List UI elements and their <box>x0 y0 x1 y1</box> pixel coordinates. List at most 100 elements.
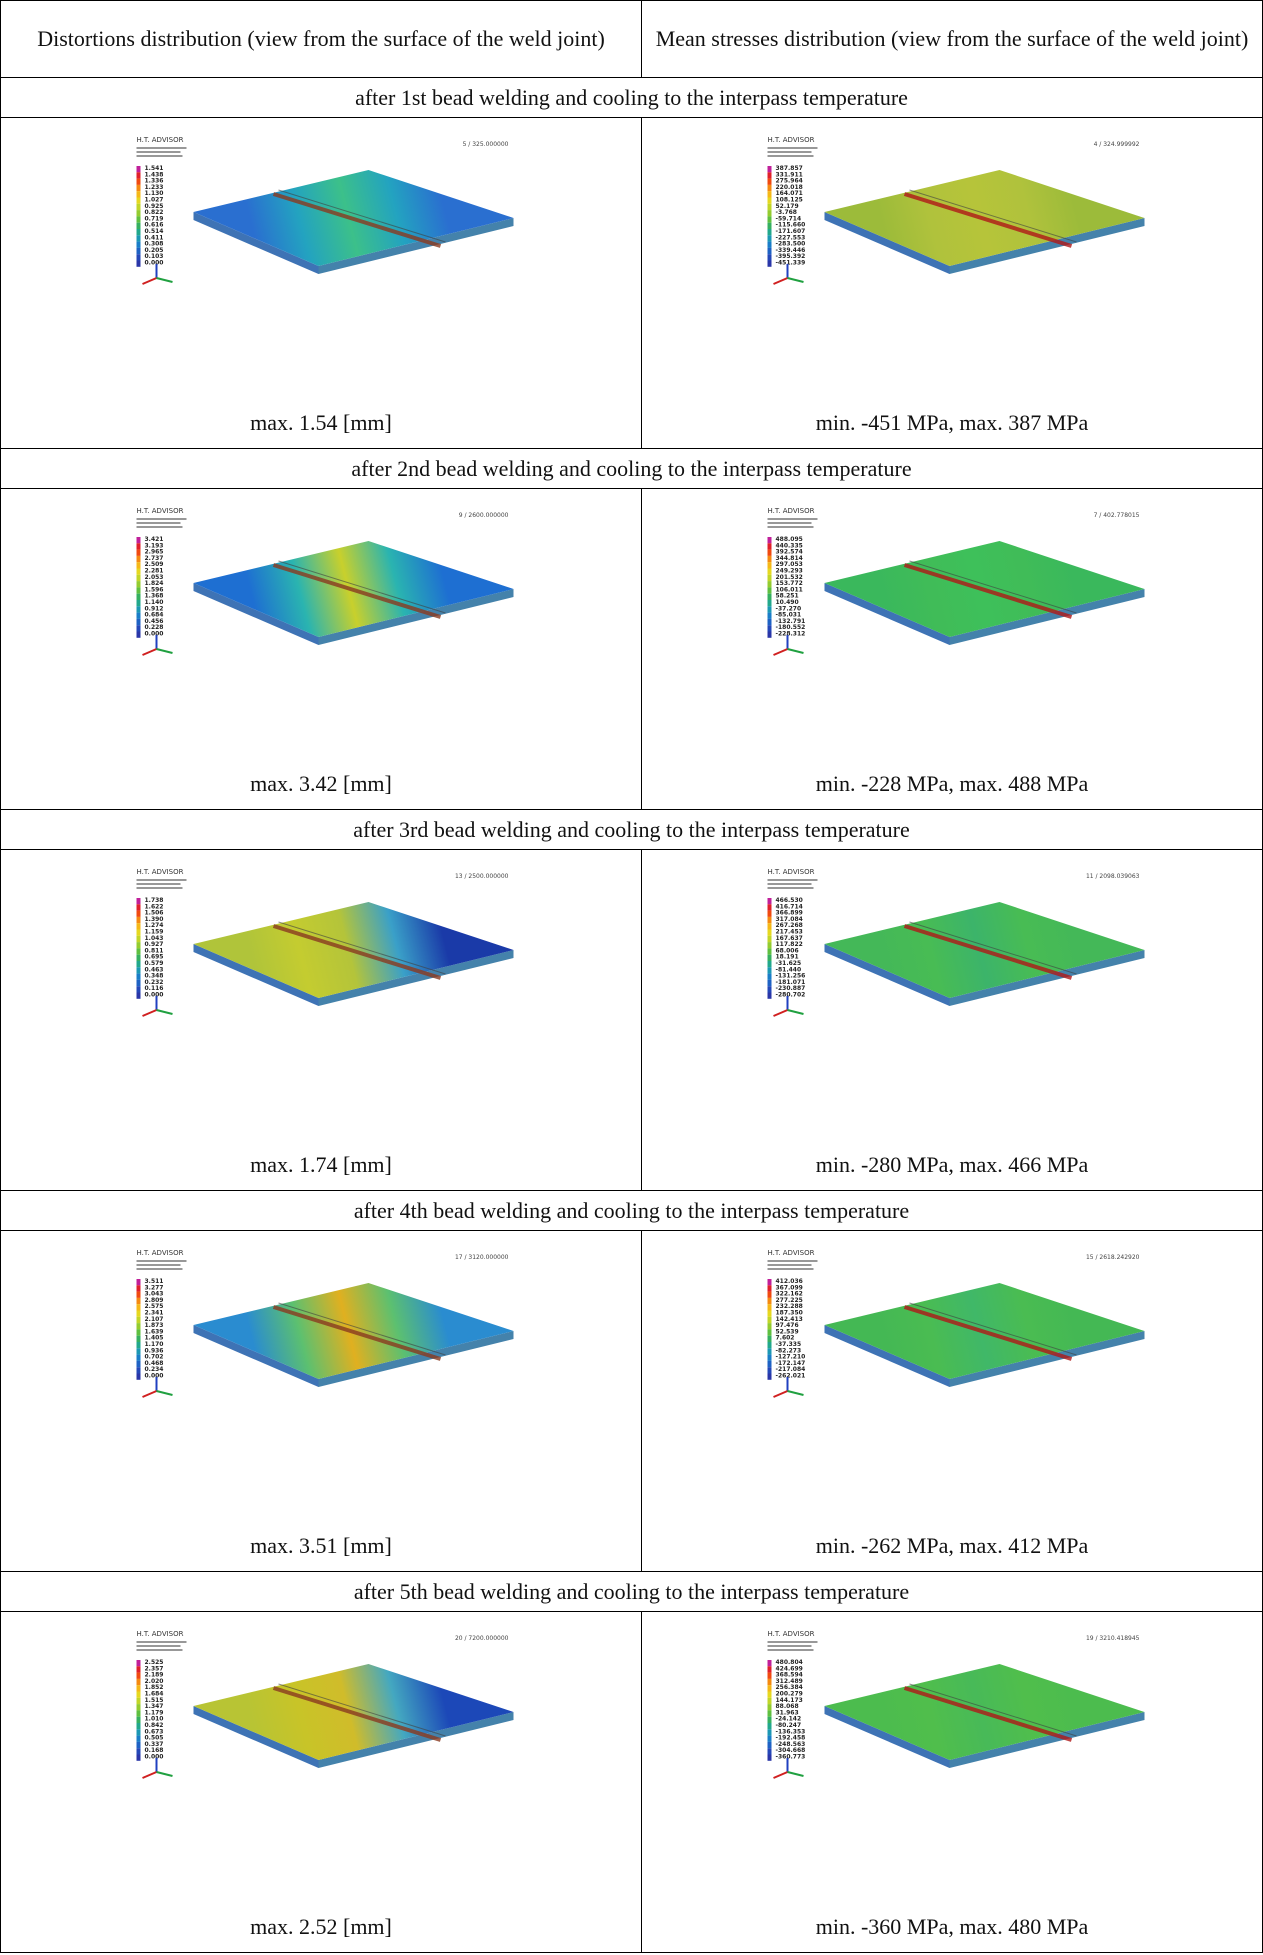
legend-swatch <box>767 600 772 607</box>
legend-value: -136.353 <box>776 1728 806 1735</box>
legend-swatch <box>767 203 772 211</box>
legend-value: 1.873 <box>145 1322 164 1329</box>
legend-value: 3.277 <box>145 1284 164 1291</box>
axis-triad <box>773 996 804 1017</box>
legend-swatch <box>136 229 141 236</box>
image-content: H.T. ADVISOR 9 / 2600.000000 3.4213.1932.9… <box>136 507 514 656</box>
legend-value: 0.000 <box>145 631 164 638</box>
legend-swatch <box>136 929 141 936</box>
legend-value: 0.456 <box>145 618 164 625</box>
legend-swatch <box>767 222 772 229</box>
legend-swatch <box>767 1666 772 1673</box>
legend-swatch <box>767 216 772 223</box>
legend-value: 106.011 <box>776 586 803 593</box>
legend-value: 0.103 <box>145 253 164 260</box>
simulation-image: H.T. ADVISOR 4 / 324.999992 387.857331.911… <box>767 136 1145 285</box>
plate-side <box>824 212 950 274</box>
legend-swatch <box>136 618 141 626</box>
legend-swatch <box>136 1710 141 1717</box>
legend-swatch <box>136 961 141 968</box>
weld-line <box>909 921 1077 975</box>
legend-value: 0.927 <box>145 941 164 948</box>
result-caption: min. -280 MPa, max. 466 MPa <box>815 1151 1089 1177</box>
weld-line <box>903 924 1073 980</box>
plate-side <box>318 950 514 1006</box>
legend-value: 1.140 <box>145 599 164 606</box>
legend-swatch <box>136 555 141 563</box>
legend-swatch <box>767 241 772 248</box>
legend-value: 267.268 <box>776 922 803 929</box>
legend-value: 167.637 <box>776 935 803 942</box>
weld-line <box>272 563 442 619</box>
legend-value: 256.384 <box>776 1684 803 1691</box>
legend-swatch <box>136 1348 141 1355</box>
caption-row: after 5th bead welding and cooling to th… <box>0 1571 1263 1612</box>
legend-value: 317.084 <box>776 916 803 923</box>
legend-swatch <box>136 967 141 974</box>
weld-line <box>278 1683 446 1737</box>
result-caption: max. 1.54 [mm] <box>250 409 392 435</box>
legend-swatch <box>767 1360 772 1368</box>
program-label: H.T. ADVISOR <box>137 868 184 876</box>
legend-swatch <box>136 537 141 544</box>
legend-value: 0.168 <box>145 1747 164 1754</box>
axis-triad <box>142 635 173 656</box>
plate-side <box>193 583 319 645</box>
distortion-cell: H.T. ADVISOR 9 / 2600.000000 3.421 3.193 2.9… <box>0 488 642 810</box>
legend-value: -80.247 <box>776 1722 802 1729</box>
legend-swatch <box>136 191 141 198</box>
result-caption: min. -360 MPa, max. 480 MPa <box>815 1913 1089 1939</box>
legend-swatch <box>136 241 141 248</box>
plate-side <box>824 583 950 645</box>
legend-swatch <box>767 904 772 911</box>
legend-swatch <box>767 574 772 582</box>
program-label: H.T. ADVISOR <box>137 1630 184 1638</box>
column-header: Mean stresses distribution (view from th… <box>641 0 1263 78</box>
legend-swatch <box>767 1660 772 1667</box>
legend-value: 220.018 <box>776 184 803 191</box>
legend-swatch <box>767 1697 772 1705</box>
weld-line <box>903 192 1073 248</box>
legend-value: -360.773 <box>776 1754 806 1761</box>
axis-triad <box>142 264 173 285</box>
legend-swatch <box>136 587 141 594</box>
simulation-image: H.T. ADVISOR 11 / 2098.039063 466.530416.7… <box>767 868 1145 1017</box>
legend-swatch <box>767 618 772 626</box>
plate-side <box>193 1706 319 1768</box>
image-content: H.T. ADVISOR 5 / 325.000000 1.5411.4381.33… <box>136 136 514 285</box>
legend-swatch <box>767 1748 772 1755</box>
legend-swatch <box>767 229 772 236</box>
legend-value: 10.490 <box>776 599 799 606</box>
legend-value: -127.210 <box>776 1354 806 1361</box>
legend-value: 1.596 <box>145 586 164 593</box>
legend-swatch <box>136 898 141 905</box>
legend-swatch <box>136 979 141 987</box>
axis-triad <box>142 1377 173 1398</box>
legend-value: 387.857 <box>776 165 803 172</box>
legend-value: 0.702 <box>145 1354 164 1361</box>
legend-swatch <box>136 1666 141 1673</box>
legend-value: 153.772 <box>776 580 803 587</box>
legend-swatch <box>767 1279 772 1286</box>
plate-side <box>949 218 1145 274</box>
legend-swatch <box>136 1297 141 1305</box>
legend-value: 97.476 <box>776 1322 799 1329</box>
plate-side <box>949 1712 1145 1768</box>
legend-value: 1.170 <box>145 1341 164 1348</box>
image-row: H.T. ADVISOR 17 / 3120.000000 3.511 3.277 3.… <box>0 1230 1263 1572</box>
legend-value: 488.095 <box>776 536 803 543</box>
result-caption: max. 2.52 [mm] <box>250 1913 392 1939</box>
legend-value: 312.489 <box>776 1678 803 1685</box>
legend-value: 0.000 <box>145 1754 164 1761</box>
simulation-image: H.T. ADVISOR 19 / 3210.418945 480.804424.6… <box>767 1630 1145 1779</box>
legend-value: 201.532 <box>776 574 803 581</box>
legend-swatch <box>136 910 141 917</box>
legend-value: 68.006 <box>776 947 799 954</box>
legend-value: 58.251 <box>776 593 799 600</box>
legend-swatch <box>767 555 772 563</box>
legend-swatch <box>767 1672 772 1679</box>
axis <box>787 1390 804 1396</box>
image-content: H.T. ADVISOR 15 / 2618.242920 412.036367.0… <box>767 1249 1145 1398</box>
legend-swatch <box>767 1735 772 1742</box>
